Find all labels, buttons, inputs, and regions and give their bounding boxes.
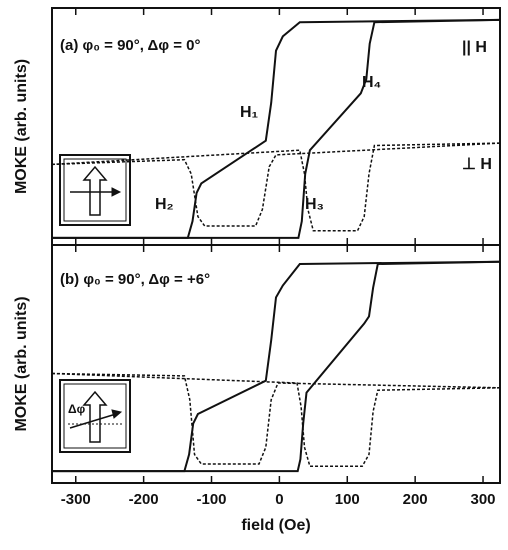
- panel-label: (b) φ₀ = 90°, Δφ = +6°: [60, 271, 210, 288]
- y-axis-label: MOKE (arb. units): [13, 59, 30, 194]
- series-line: [52, 260, 501, 473]
- x-tick-label: -300: [61, 491, 91, 508]
- y-axis-label: MOKE (arb. units): [13, 296, 30, 431]
- inset-b: [59, 379, 131, 453]
- annotation: H₂: [155, 196, 174, 213]
- annotation: ⊥ H: [462, 156, 492, 173]
- inset-label: Δφ: [68, 402, 86, 416]
- x-axis-label: field (Oe): [241, 517, 310, 534]
- inset-a: [59, 154, 131, 226]
- x-tick-label: 200: [403, 491, 428, 508]
- series-line: [52, 18, 501, 239]
- x-tick-label: -200: [129, 491, 159, 508]
- series-line: [52, 18, 501, 239]
- series-line: [51, 142, 501, 227]
- x-tick-label: 0: [275, 491, 283, 508]
- series-line: [51, 142, 501, 232]
- panel-label: (a) φ₀ = 90°, Δφ = 0°: [60, 37, 201, 54]
- series-line: [51, 372, 501, 465]
- x-tick-label: -100: [196, 491, 226, 508]
- plot-frame: [51, 244, 501, 484]
- annotation: H₃: [305, 196, 324, 213]
- annotation: H₁: [240, 104, 259, 121]
- annotation: || H: [462, 39, 487, 56]
- x-tick-label: 100: [335, 491, 360, 508]
- series-line: [52, 260, 501, 473]
- series-line: [51, 372, 501, 468]
- x-tick-label: 300: [471, 491, 496, 508]
